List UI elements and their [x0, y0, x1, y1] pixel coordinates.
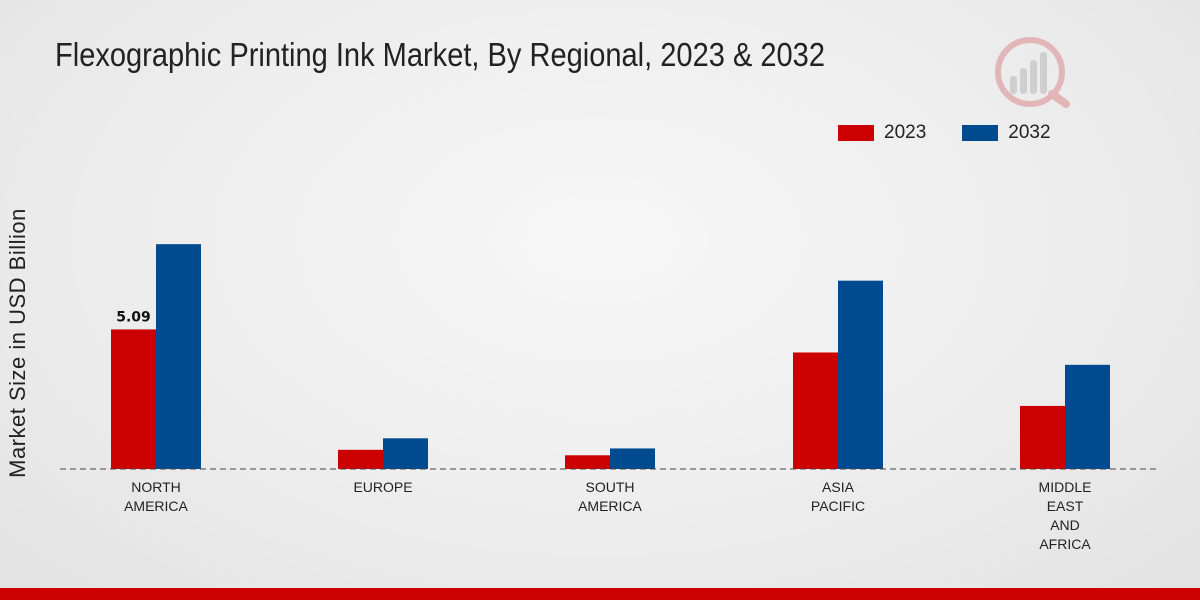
legend-swatch-2032 — [962, 125, 999, 141]
legend-label-2032: 2032 — [1008, 122, 1051, 143]
legend: 2023 2032 — [838, 122, 1087, 144]
data-label: 5.09 — [116, 309, 151, 325]
x-tick-label-europe: EUROPE — [353, 479, 412, 495]
x-tick-label-south-america: SOUTH AMERICA — [578, 479, 642, 514]
bar-2023-north-america — [111, 329, 156, 469]
x-tick-label-asia-pacific: ASIA PACIFIC — [811, 479, 865, 514]
x-tick-label-middle-east-and-africa: MIDDLE EAST AND AFRICA — [1039, 479, 1092, 552]
bar-2023-europe — [338, 449, 383, 469]
bar-2023-middle-east-and-africa — [1020, 405, 1065, 469]
bar-2023-south-america — [565, 455, 610, 469]
footer-bar — [0, 588, 1200, 600]
legend-item-2023: 2023 — [838, 122, 926, 144]
bar-2032-asia-pacific — [838, 280, 883, 469]
brand-logo-icon — [995, 37, 1070, 108]
bar-2032-middle-east-and-africa — [1065, 364, 1110, 469]
bar-2032-europe — [383, 438, 428, 469]
legend-swatch-2023 — [838, 125, 874, 141]
bar-2032-north-america — [156, 244, 201, 469]
legend-item-2032: 2032 — [962, 122, 1051, 144]
chart-title: Flexographic Printing Ink Market, By Reg… — [55, 36, 825, 73]
x-tick-label-north-america: NORTH AMERICA — [124, 479, 188, 514]
legend-label-2023: 2023 — [884, 122, 927, 143]
bar-2032-south-america — [610, 448, 655, 469]
bar-2023-asia-pacific — [793, 352, 838, 469]
